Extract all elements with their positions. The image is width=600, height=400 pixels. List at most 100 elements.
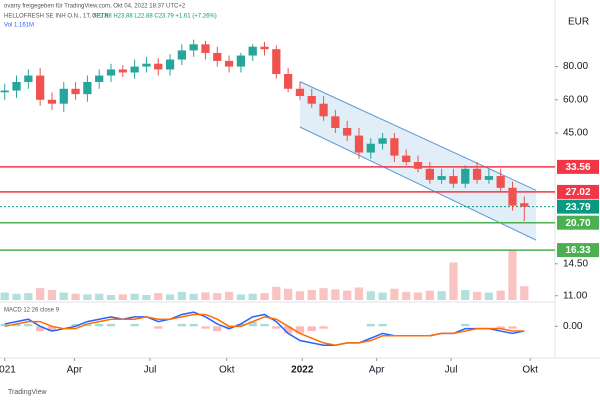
channel-line xyxy=(299,126,537,241)
histogram-bar xyxy=(260,323,269,327)
volume-bar xyxy=(508,250,517,300)
candle-body xyxy=(213,52,222,61)
histogram-bar xyxy=(461,323,470,327)
volume-bar xyxy=(378,292,387,300)
volume-bar xyxy=(47,290,57,300)
volume-bar xyxy=(472,291,482,300)
candle-body xyxy=(189,44,198,51)
candle-body xyxy=(520,203,529,207)
x-tick-label: Jul xyxy=(144,365,157,376)
macd-line xyxy=(4,313,525,347)
volume-bar xyxy=(248,293,257,300)
x-tick-label: Jul xyxy=(445,365,458,376)
candle-body xyxy=(366,143,375,153)
histogram-bar xyxy=(47,326,57,332)
volume-bar xyxy=(520,286,529,300)
histogram-bar xyxy=(83,323,92,327)
histogram-bar xyxy=(95,323,104,327)
volume-bar xyxy=(118,294,127,300)
histogram-bar xyxy=(295,326,305,334)
level-label: 16.33 xyxy=(565,245,590,256)
x-tick-label: 2022 xyxy=(291,365,314,376)
volume-bar xyxy=(307,290,316,300)
candle-body xyxy=(295,88,305,96)
volume-bar xyxy=(95,293,104,300)
volume-bar xyxy=(437,291,446,300)
histogram-bar xyxy=(154,326,163,329)
histogram-bar xyxy=(106,323,116,327)
histogram-bar xyxy=(12,323,21,327)
candle-body xyxy=(95,75,104,82)
volume-bar xyxy=(106,295,116,300)
volume-bar xyxy=(71,293,80,300)
candle-body xyxy=(248,46,257,56)
volume-bar xyxy=(354,287,364,300)
candle-body xyxy=(36,75,45,100)
volume-bar xyxy=(319,288,328,300)
x-tick-label: Okt xyxy=(219,365,235,376)
x-tick-label: Okt xyxy=(522,365,538,376)
last-price-box xyxy=(557,199,599,214)
volume-bar xyxy=(165,294,175,300)
candle-body xyxy=(0,90,9,93)
volume-bar xyxy=(283,288,293,300)
candle-body xyxy=(425,168,434,180)
macd-title: MACD 12 26 close 9 xyxy=(4,308,60,314)
channel-line xyxy=(299,81,537,191)
volume-bar xyxy=(449,262,458,300)
candle-body xyxy=(343,127,352,136)
histogram-bar xyxy=(0,323,9,327)
histogram-bar xyxy=(224,326,234,329)
volume-bar xyxy=(224,291,234,300)
volume-bar xyxy=(59,292,68,300)
candle-body xyxy=(236,55,246,67)
volume-bar xyxy=(484,292,494,300)
volume-bar xyxy=(343,290,352,300)
candle-body xyxy=(484,176,494,180)
level-label-box xyxy=(557,215,599,230)
histogram-bar xyxy=(378,323,387,327)
volume-bar xyxy=(83,294,92,300)
y-tick-label: 45.00 xyxy=(563,128,588,139)
candle-body xyxy=(449,176,458,184)
candle-body xyxy=(47,99,57,104)
candle-body xyxy=(307,95,316,104)
candle-body xyxy=(496,176,505,188)
volume-bar xyxy=(142,295,151,300)
candle-body xyxy=(272,49,281,75)
histogram-bar xyxy=(236,323,246,327)
histogram-bar xyxy=(248,321,257,327)
candle-body xyxy=(83,81,92,95)
candle-body xyxy=(224,60,234,67)
candle-body xyxy=(130,66,139,73)
volume-bar xyxy=(213,293,222,300)
volume-bar xyxy=(461,290,470,300)
y-tick-label: 80.00 xyxy=(563,61,588,72)
candle-body xyxy=(154,63,163,70)
candle-body xyxy=(177,50,186,60)
x-tick-label: Apr xyxy=(369,365,385,376)
histogram-bar xyxy=(508,326,517,329)
histogram-bar xyxy=(201,326,210,329)
last-price-label: 23.79 xyxy=(565,202,590,213)
candle-body xyxy=(201,44,210,53)
candle-body xyxy=(12,81,21,91)
level-label: 33.56 xyxy=(565,162,590,173)
volume-bar xyxy=(331,289,340,300)
candle-body xyxy=(59,88,68,104)
histogram-bar xyxy=(24,323,33,327)
volume-bar xyxy=(0,292,9,300)
candle-body xyxy=(354,135,364,153)
volume-bar xyxy=(177,291,186,300)
candle-body xyxy=(508,187,517,206)
candle-body xyxy=(402,155,411,163)
level-label: 20.70 xyxy=(565,218,590,229)
volume-bar xyxy=(390,288,399,300)
volume-bar xyxy=(201,292,210,300)
histogram-bar xyxy=(213,326,222,332)
histogram-bar xyxy=(177,323,186,327)
volume-bar xyxy=(496,290,505,300)
x-tick-label: Apr xyxy=(67,365,83,376)
volume-bar xyxy=(189,293,198,300)
